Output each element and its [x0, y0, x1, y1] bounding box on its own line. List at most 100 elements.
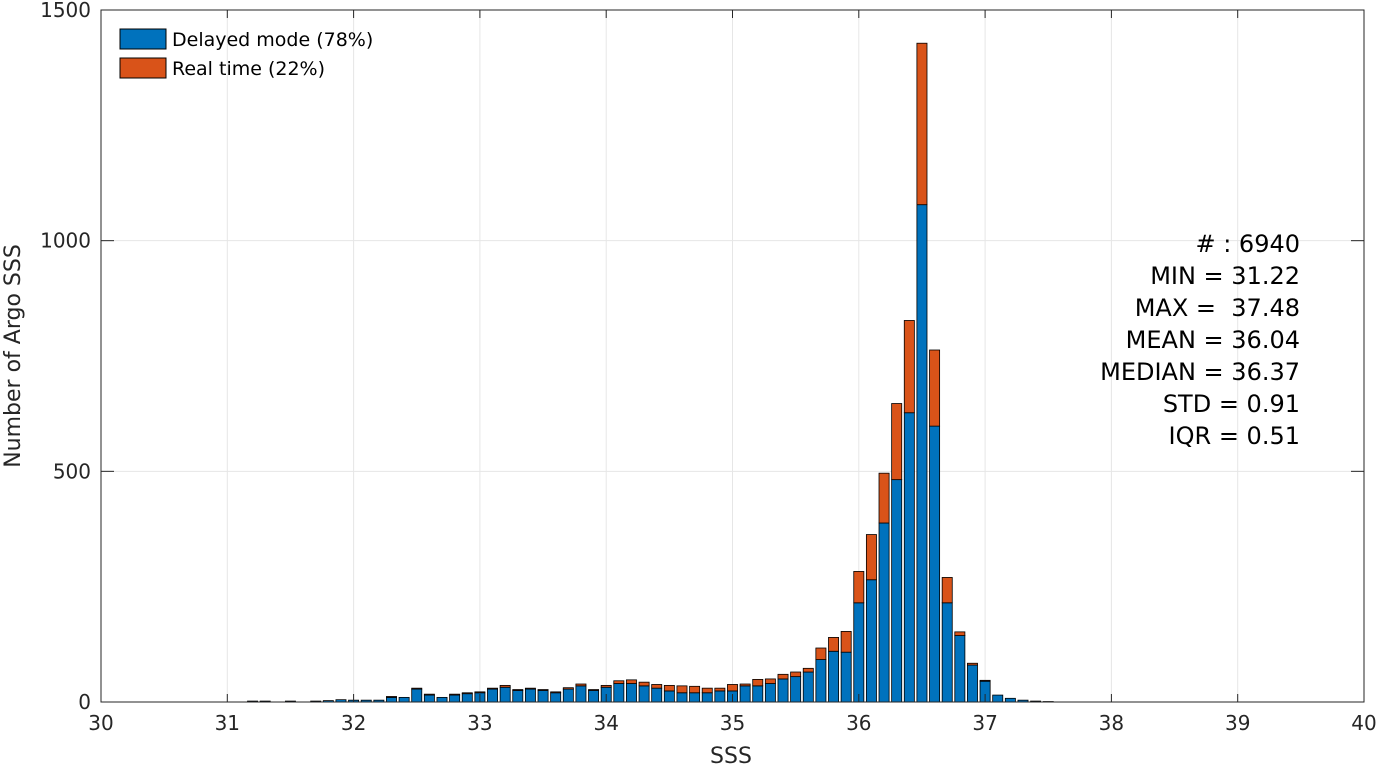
- bar-real-time: [878, 472, 890, 524]
- bar-real-time: [916, 42, 928, 206]
- bar-delayed-mode: [676, 692, 688, 703]
- bar-delayed-mode: [524, 688, 536, 703]
- bar-real-time: [979, 679, 991, 682]
- stat-count: # : 6940: [1195, 230, 1300, 258]
- bar-real-time: [638, 681, 650, 687]
- x-tick-label: 33: [467, 711, 492, 735]
- stats-box: # : 6940 MIN = 31.22 MAX = 37.48 MEAN = …: [1100, 230, 1300, 450]
- bar-real-time: [954, 631, 966, 636]
- x-tick-label: 36: [846, 711, 871, 735]
- bar-real-time: [739, 683, 751, 687]
- legend-swatch-delayed: [119, 28, 167, 50]
- bar-real-time: [537, 689, 549, 691]
- bar-real-time: [929, 349, 941, 427]
- stat-min: MIN = 31.22: [1150, 262, 1300, 290]
- bar-real-time: [764, 678, 776, 684]
- bar-delayed-mode: [967, 664, 978, 703]
- bar-real-time: [903, 320, 915, 414]
- bar-delayed-mode: [790, 676, 802, 703]
- bar-real-time: [613, 680, 625, 684]
- bar-real-time: [815, 647, 827, 660]
- bar-delayed-mode: [398, 696, 410, 703]
- bar-delayed-mode: [461, 693, 473, 703]
- bar-delayed-mode: [865, 579, 877, 703]
- bar-real-time: [663, 684, 675, 692]
- bar-real-time: [512, 689, 524, 691]
- bar-delayed-mode: [575, 685, 587, 703]
- bar-delayed-mode: [487, 688, 498, 703]
- y-axis-title: Number of Argo SSS: [1, 244, 26, 468]
- stat-iqr: IQR = 0.51: [1169, 422, 1300, 450]
- legend: Delayed mode (78%) Real time (22%): [119, 28, 373, 80]
- bar-real-time: [575, 683, 587, 687]
- bar-real-time: [461, 692, 473, 695]
- bar-real-time: [449, 693, 461, 696]
- bar-real-time: [411, 687, 423, 690]
- bar-delayed-mode: [916, 204, 928, 703]
- bar-real-time: [967, 662, 978, 666]
- stat-median: MEDIAN = 36.37: [1100, 358, 1300, 386]
- bar-delayed-mode: [626, 683, 637, 703]
- bar-delayed-mode: [638, 685, 650, 703]
- legend-swatch-realtime: [119, 57, 167, 79]
- bar-delayed-mode: [764, 683, 776, 703]
- bar-real-time: [524, 687, 536, 690]
- bar-real-time: [865, 534, 877, 581]
- bar-real-time: [828, 637, 839, 652]
- y-tick-label: 1000: [40, 229, 91, 253]
- bar-delayed-mode: [689, 692, 701, 703]
- x-tick-label: 34: [593, 711, 618, 735]
- bar-delayed-mode: [903, 412, 915, 703]
- bar-real-time: [626, 679, 637, 684]
- bar-real-time: [941, 577, 953, 604]
- bar-real-time: [701, 687, 713, 694]
- bar-delayed-mode: [588, 690, 600, 703]
- bar-delayed-mode: [537, 690, 549, 703]
- bar-real-time: [853, 571, 865, 604]
- bar-delayed-mode: [436, 696, 448, 703]
- bar-delayed-mode: [651, 687, 663, 703]
- bar-real-time: [550, 691, 562, 694]
- bar-real-time: [600, 684, 612, 688]
- bar-delayed-mode: [878, 522, 890, 703]
- bar-delayed-mode: [891, 479, 903, 703]
- bar-real-time: [676, 685, 688, 694]
- bar-real-time: [588, 689, 600, 691]
- bar-delayed-mode: [752, 685, 764, 703]
- bar-real-time: [777, 673, 789, 680]
- legend-label-delayed: Delayed mode (78%): [172, 29, 373, 51]
- bar-delayed-mode: [613, 683, 625, 703]
- bar-delayed-mode: [562, 688, 574, 703]
- x-tick-label: 30: [88, 711, 113, 735]
- x-tick-label: 39: [1225, 711, 1250, 735]
- bar-delayed-mode: [512, 690, 524, 703]
- bar-real-time: [714, 687, 726, 692]
- bar-real-time: [562, 687, 574, 690]
- bar-delayed-mode: [929, 425, 941, 703]
- bar-delayed-mode: [1004, 697, 1016, 703]
- axis-ticks: 30 31 32 33 34 35 36 37 38 39 40 0 500 1000 1500: [40, 0, 1377, 735]
- bar-real-time: [891, 403, 903, 481]
- legend-label-realtime: Real time (22%): [172, 58, 325, 80]
- bar-real-time: [487, 687, 498, 690]
- bar-delayed-mode: [941, 602, 953, 703]
- x-tick-label: 32: [341, 711, 366, 735]
- bar-delayed-mode: [663, 690, 675, 703]
- bar-delayed-mode: [954, 635, 966, 703]
- stat-std: STD = 0.91: [1163, 390, 1300, 418]
- bar-delayed-mode: [386, 696, 397, 703]
- x-tick-label: 37: [972, 711, 997, 735]
- x-tick-label: 35: [720, 711, 745, 735]
- bar-real-time: [752, 678, 764, 687]
- bar-delayed-mode: [714, 690, 726, 703]
- bar-delayed-mode: [449, 694, 461, 703]
- bar-real-time: [727, 684, 738, 692]
- stat-max: MAX = 37.48: [1135, 294, 1300, 322]
- bar-real-time: [802, 667, 814, 673]
- bar-delayed-mode: [739, 685, 751, 703]
- stat-mean: MEAN = 36.04: [1126, 326, 1300, 354]
- bar-delayed-mode: [828, 650, 839, 703]
- bar-delayed-mode: [840, 651, 852, 703]
- bar-delayed-mode: [777, 678, 789, 703]
